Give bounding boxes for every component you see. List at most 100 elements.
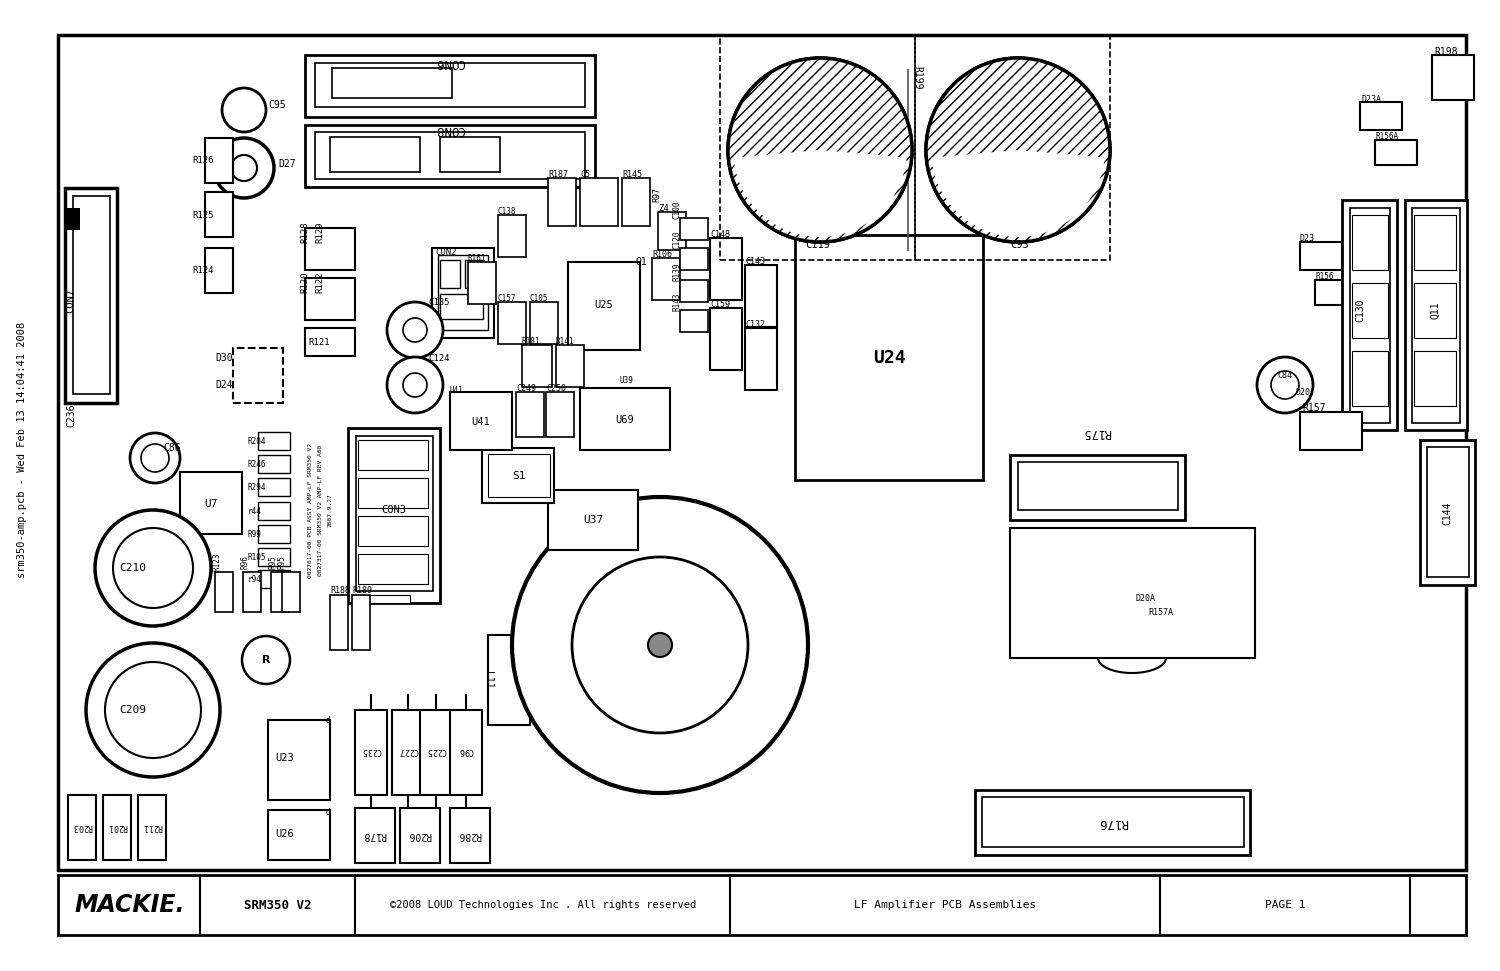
Text: C132: C132 (746, 319, 765, 328)
Text: 2007.9.27: 2007.9.27 (327, 493, 333, 527)
Text: SRM350 V2: SRM350 V2 (244, 898, 312, 912)
Circle shape (214, 138, 274, 198)
Text: R161: R161 (468, 253, 486, 262)
Bar (1420, 440, 1474, 585)
Bar (548, 178, 576, 226)
Bar (348, 428, 439, 603)
Text: U23: U23 (276, 753, 294, 763)
Bar (1342, 200, 1396, 430)
Bar (180, 472, 242, 534)
Bar (1144, 615, 1233, 650)
Text: C124: C124 (427, 353, 450, 362)
Text: LF Amplifier PCB Assemblies: LF Amplifier PCB Assemblies (853, 900, 1036, 910)
Bar (1406, 200, 1467, 430)
Text: C250: C250 (546, 384, 566, 392)
Bar (330, 595, 348, 650)
Circle shape (387, 302, 442, 358)
Bar (488, 635, 530, 725)
Text: D30: D30 (214, 353, 232, 363)
Text: R187: R187 (548, 170, 568, 179)
Bar (400, 808, 439, 863)
Bar (556, 345, 584, 387)
Bar (1010, 528, 1256, 658)
Text: C95: C95 (268, 100, 285, 110)
Bar (420, 710, 452, 795)
Text: C135: C135 (427, 297, 450, 307)
Text: R156: R156 (1316, 272, 1334, 281)
Text: D23: D23 (1300, 233, 1316, 243)
Bar (658, 212, 686, 250)
Text: R141: R141 (556, 337, 574, 346)
Bar (104, 795, 130, 860)
Bar (795, 235, 982, 480)
Text: R97: R97 (652, 186, 662, 202)
Text: R188: R188 (330, 586, 350, 594)
Text: U69: U69 (615, 415, 634, 425)
Bar (498, 215, 526, 257)
Text: C93: C93 (1010, 240, 1029, 250)
Bar (622, 178, 650, 226)
Bar (258, 548, 290, 566)
Text: R123: R123 (213, 552, 222, 571)
Bar (330, 137, 420, 172)
Bar (304, 228, 355, 270)
Bar (432, 248, 494, 338)
Text: R99: R99 (248, 529, 262, 539)
Text: R143: R143 (672, 292, 681, 312)
Text: C148: C148 (710, 229, 730, 239)
Bar (206, 248, 232, 293)
Bar (258, 570, 290, 588)
Text: C209: C209 (120, 705, 147, 715)
Text: C159: C159 (710, 299, 730, 309)
Text: CON8: CON8 (435, 122, 465, 136)
Text: R96: R96 (240, 555, 249, 569)
Text: C130: C130 (1354, 298, 1365, 321)
Bar (358, 554, 428, 584)
Text: R106: R106 (652, 250, 672, 258)
Circle shape (728, 58, 912, 242)
Bar (268, 810, 330, 860)
Bar (450, 392, 512, 450)
Bar (138, 795, 166, 860)
Bar (206, 192, 232, 237)
Text: R124: R124 (192, 265, 213, 275)
Text: C84: C84 (1278, 371, 1293, 380)
Bar (720, 35, 915, 260)
Text: C105: C105 (530, 293, 549, 303)
Bar (352, 595, 370, 650)
Bar (1412, 208, 1460, 423)
Text: R175: R175 (1083, 425, 1112, 439)
Bar (1414, 283, 1456, 338)
Text: U25: U25 (594, 300, 613, 310)
Text: R246: R246 (248, 459, 267, 468)
Bar (1352, 283, 1388, 338)
Bar (272, 572, 290, 612)
Text: CON7: CON7 (64, 287, 75, 313)
Text: R105: R105 (248, 552, 267, 561)
Text: R139: R139 (672, 263, 681, 282)
Bar (450, 808, 491, 863)
Bar (680, 218, 708, 240)
Bar (356, 808, 395, 863)
Bar (1019, 462, 1178, 510)
Bar (498, 302, 526, 344)
Bar (680, 310, 708, 332)
Text: R211: R211 (142, 821, 162, 830)
Text: C227: C227 (398, 746, 418, 754)
Bar (680, 248, 708, 270)
Text: R181: R181 (522, 337, 540, 346)
Text: R128: R128 (300, 221, 309, 243)
Bar (58, 875, 1466, 935)
Bar (548, 490, 638, 550)
Bar (258, 455, 290, 473)
Bar (214, 572, 232, 612)
Bar (522, 345, 552, 387)
Circle shape (404, 373, 427, 397)
Circle shape (512, 497, 808, 793)
Text: C249: C249 (516, 384, 536, 392)
Text: D27: D27 (278, 159, 296, 169)
Bar (232, 348, 284, 403)
Bar (258, 525, 290, 543)
Text: PAGE 1: PAGE 1 (1264, 900, 1305, 910)
Text: r94: r94 (248, 575, 262, 584)
